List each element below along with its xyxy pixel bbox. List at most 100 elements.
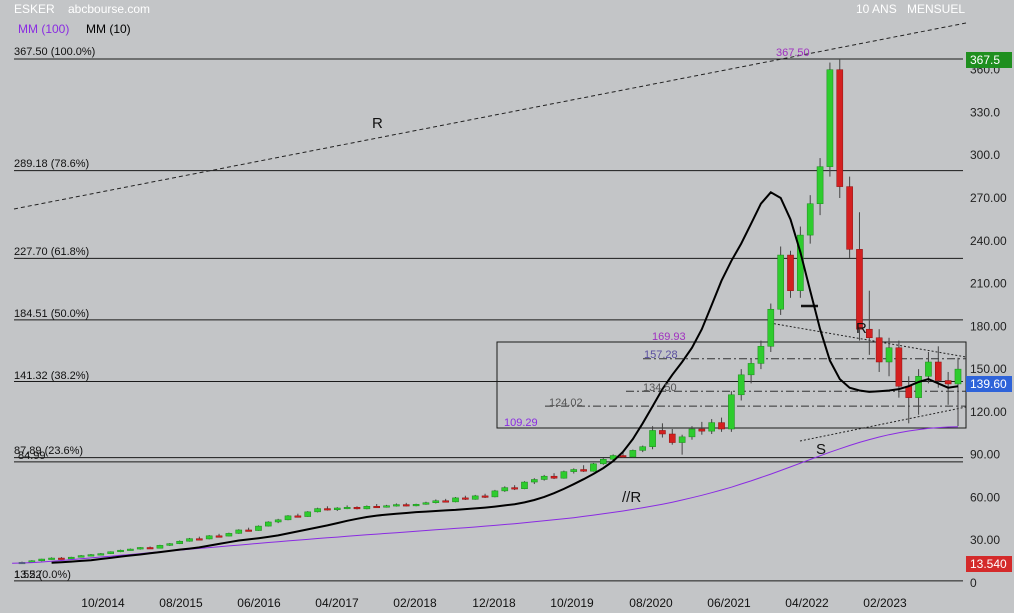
candle-up (540, 475, 548, 480)
ticker-label: ESKER (14, 2, 55, 16)
candle-down (856, 249, 863, 330)
badge-last (966, 376, 1012, 392)
candle-up (806, 203, 814, 236)
candle-down (196, 538, 203, 541)
candle-up (708, 422, 715, 432)
candle-up (265, 521, 272, 527)
candle-up (629, 450, 637, 458)
badge-last-text: 139.60 (970, 377, 1007, 391)
candle-up (363, 506, 371, 510)
candle-up (777, 254, 784, 310)
price-annotations: 367.50 169.93 157.28 134.50 124.02 109.29 R R S /… (372, 47, 867, 506)
candle-up (925, 361, 932, 377)
candle-down (934, 361, 942, 381)
y-tick-label: 60.00 (970, 490, 1000, 504)
candle-down (668, 433, 676, 443)
y-tick-label: 90.00 (970, 448, 1000, 462)
candle-up (107, 551, 114, 554)
candle-down (402, 504, 410, 507)
candle-up (333, 507, 341, 510)
x-tick-label: 06/2016 (237, 596, 281, 610)
label-resistance-right: R (856, 320, 867, 337)
annotation-157: 157.28 (644, 349, 678, 361)
candle-up (767, 308, 775, 347)
badge-high-text: 367.5 (970, 53, 1000, 67)
label-support: S (816, 441, 826, 458)
candle-down (550, 475, 558, 479)
moving-averages (12, 191, 959, 564)
x-tick-label: 08/2020 (629, 596, 673, 610)
x-tick-label: 10/2014 (81, 596, 125, 610)
candle-up (728, 394, 735, 430)
candle-up (501, 487, 509, 492)
fib-label: 13.52 (14, 569, 42, 581)
candlesticks (18, 59, 962, 565)
candle-up (67, 556, 75, 560)
candle-up (688, 428, 696, 438)
candle-up (452, 497, 459, 503)
candle-up (531, 479, 538, 483)
x-tick-label: 08/2015 (159, 596, 203, 610)
candle-down (836, 69, 844, 187)
y-tick-label: 150.00 (970, 362, 1007, 376)
candle-up (343, 507, 351, 510)
candle-up (600, 458, 607, 465)
period-label[interactable]: 10 ANS (856, 2, 897, 16)
ma-10-line (51, 191, 959, 564)
fib-label: 367.50 (100.0%) (14, 46, 95, 58)
x-tick-label: 06/2021 (707, 596, 751, 610)
candle-up (176, 540, 183, 544)
candle-up (570, 469, 578, 472)
candle-down (462, 497, 469, 500)
candle-up (38, 558, 46, 562)
x-tick-label: 12/2018 (472, 596, 516, 610)
candle-down (619, 455, 627, 458)
annotation-109: 109.29 (504, 417, 538, 429)
candle-up (383, 505, 390, 508)
candle-up (678, 436, 686, 443)
candle-up (915, 376, 922, 398)
triangle-lower-line (799, 406, 967, 442)
candle-up (48, 557, 55, 560)
candle-down (875, 337, 883, 363)
candle-up (649, 430, 656, 447)
candle-up (885, 347, 893, 363)
candle-up (393, 504, 400, 507)
candle-up (757, 346, 765, 364)
candle-up (225, 533, 233, 537)
candle-down (373, 506, 380, 509)
candle-down (442, 500, 449, 503)
candle-down (787, 254, 794, 291)
candle-up (560, 471, 568, 479)
candle-down (905, 385, 913, 398)
candle-up (491, 490, 499, 498)
fib-label: 1.52 (0.0%) (14, 569, 71, 581)
badge-high (966, 52, 1012, 68)
candle-up (255, 525, 262, 531)
y-tick-label: 0 (970, 576, 977, 590)
fibonacci-levels: 367.50 (100.0%) 289.18 (78.6%) 227.70 (61.… (14, 46, 963, 582)
candle-up (186, 538, 193, 542)
candle-up (314, 508, 321, 513)
x-axis: 10/2014 08/2015 06/2016 04/2017 02/2018 12/20… (81, 596, 907, 610)
candle-up (274, 519, 282, 523)
price-badges: 367.5 139.60 13.540 (966, 52, 1012, 572)
candle-up (422, 502, 430, 505)
candle-down (846, 186, 853, 250)
candle-up (284, 515, 292, 521)
candle-down (580, 469, 587, 472)
triangle-upper-line (769, 322, 967, 358)
candle-up (136, 547, 144, 550)
candle-up (954, 368, 962, 385)
candle-up (412, 504, 420, 507)
candle-up (77, 555, 85, 558)
candle-up (97, 553, 105, 556)
candle-up (639, 446, 647, 451)
candle-down (294, 515, 302, 518)
badge-low-text: 13.540 (970, 557, 1007, 571)
y-tick-label: 240.00 (970, 234, 1007, 248)
frequency-label[interactable]: MENSUEL (907, 2, 966, 16)
annotation-134: 134.50 (643, 382, 677, 394)
x-tick-label: 02/2023 (863, 596, 907, 610)
